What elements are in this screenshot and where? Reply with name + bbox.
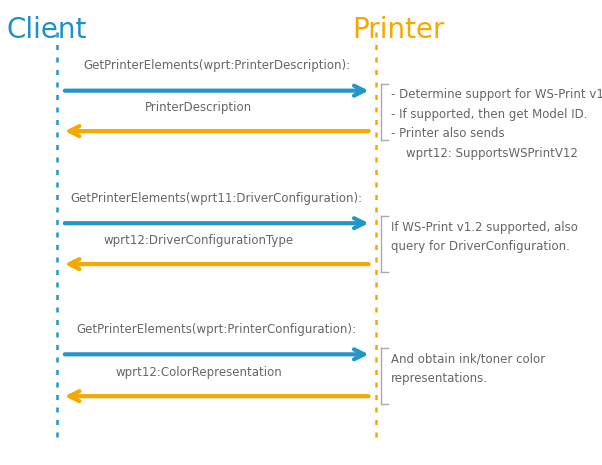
Text: PrinterDescription: PrinterDescription [145, 101, 252, 114]
Text: And obtain ink/toner color: And obtain ink/toner color [391, 352, 545, 365]
Text: - If supported, then get Model ID.: - If supported, then get Model ID. [391, 108, 588, 121]
Text: If WS-Print v1.2 supported, also: If WS-Print v1.2 supported, also [391, 221, 578, 234]
Text: wprt12:DriverConfigurationType: wprt12:DriverConfigurationType [104, 234, 294, 247]
Text: representations.: representations. [391, 372, 488, 385]
Text: GetPrinterElements(wprt11:DriverConfiguration):: GetPrinterElements(wprt11:DriverConfigur… [70, 192, 363, 205]
Text: wprt12: SupportsWSPrintV12: wprt12: SupportsWSPrintV12 [391, 147, 578, 160]
Text: Client: Client [6, 16, 87, 44]
Text: Printer: Printer [352, 16, 445, 44]
Text: GetPrinterElements(wprt:PrinterConfiguration):: GetPrinterElements(wprt:PrinterConfigura… [76, 323, 357, 336]
Text: wprt12:ColorRepresentation: wprt12:ColorRepresentation [116, 366, 282, 379]
Text: - Printer also sends: - Printer also sends [391, 127, 505, 140]
Text: - Determine support for WS-Print v1.2.: - Determine support for WS-Print v1.2. [391, 88, 602, 101]
Text: GetPrinterElements(wprt:PrinterDescription):: GetPrinterElements(wprt:PrinterDescripti… [83, 59, 350, 72]
Text: query for DriverConfiguration.: query for DriverConfiguration. [391, 240, 570, 253]
